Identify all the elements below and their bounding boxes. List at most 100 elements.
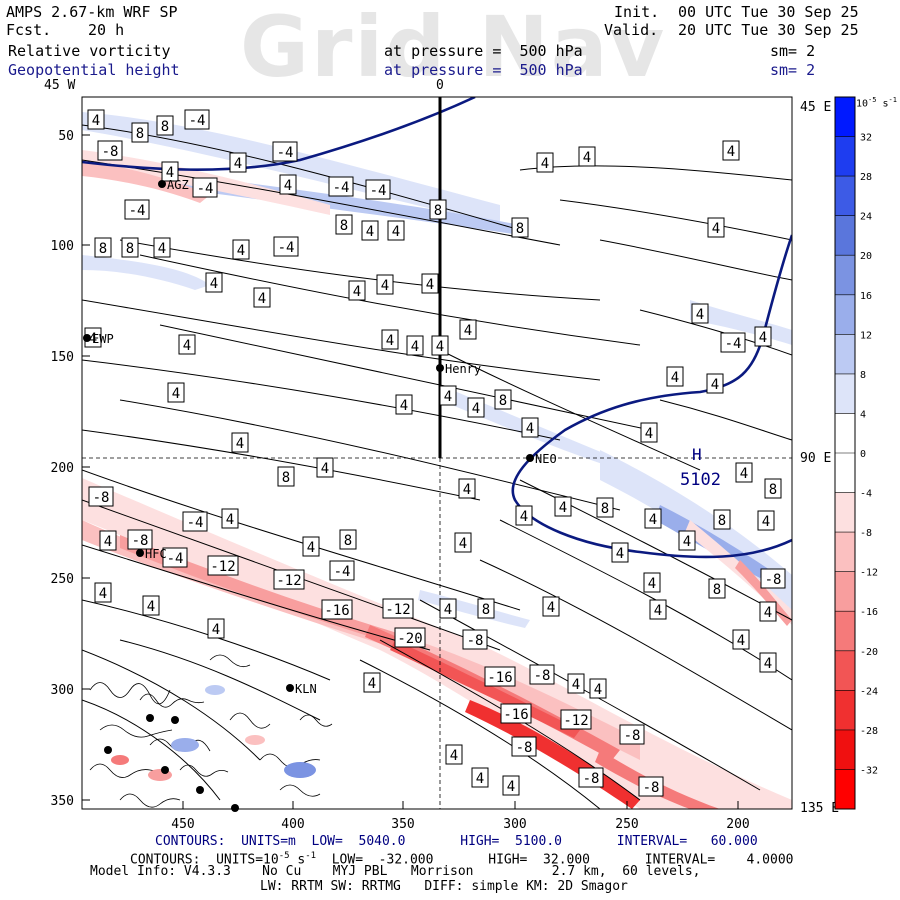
- svg-text:4: 4: [712, 221, 720, 237]
- contour-value-label: -4: [182, 511, 208, 532]
- svg-text:-4: -4: [167, 551, 184, 567]
- vorticity-shading: [82, 112, 792, 809]
- field1-name: Relative vorticity: [8, 42, 171, 60]
- colorbar-level: 8: [860, 370, 866, 381]
- contour-value-label: -8: [511, 736, 537, 757]
- svg-text:4: 4: [654, 603, 662, 619]
- colorbar-level: -32: [860, 765, 878, 776]
- footer-vorticity-contours: CONTOURS: UNITS=10-5 s-1 LOW= -32.000 HI…: [130, 849, 794, 867]
- svg-text:-8: -8: [132, 533, 149, 549]
- colorbar-level: 0: [860, 449, 866, 460]
- contour-value-label: 4: [578, 146, 596, 167]
- footer-vort-units: CONTOURS: UNITS=10: [130, 852, 279, 868]
- svg-text:4: 4: [392, 224, 400, 240]
- svg-text:-4: -4: [129, 203, 146, 219]
- contour-value-label: -8: [97, 140, 123, 161]
- svg-text:4: 4: [147, 599, 155, 615]
- svg-text:4: 4: [400, 398, 408, 414]
- svg-text:4: 4: [671, 370, 679, 386]
- y-tick-label: 250: [51, 572, 74, 587]
- svg-text:4: 4: [559, 500, 567, 516]
- station-kln: KLN: [286, 682, 317, 696]
- svg-text:4: 4: [237, 243, 245, 259]
- contour-value-label: 4: [521, 417, 539, 438]
- svg-text:4: 4: [616, 546, 624, 562]
- svg-text:-4: -4: [334, 564, 351, 580]
- forecast-label: Fcst.: [6, 21, 52, 39]
- colorbar-level: -28: [860, 726, 878, 737]
- svg-text:4: 4: [426, 277, 434, 293]
- contour-value-label: 4: [431, 335, 449, 356]
- y-tick-label: 350: [51, 794, 74, 809]
- contour-value-label: -8: [88, 486, 114, 507]
- contour-value-label: 4: [567, 673, 585, 694]
- footer-vort-s: s: [289, 852, 306, 868]
- contour-value-label: 4: [439, 385, 457, 406]
- svg-text:4: 4: [583, 150, 591, 166]
- colorbar-level: -20: [860, 647, 878, 658]
- contour-value-label: 4: [142, 595, 160, 616]
- svg-text:8: 8: [126, 241, 134, 257]
- svg-text:4: 4: [450, 748, 458, 764]
- x-tick-label: 400: [281, 817, 304, 832]
- svg-text:8: 8: [282, 470, 290, 486]
- svg-text:4: 4: [386, 333, 394, 349]
- svg-text:4: 4: [92, 113, 100, 129]
- contour-value-label: -8: [760, 568, 786, 589]
- colorbar-level: -24: [860, 686, 878, 697]
- colorbar-swatch: [835, 176, 855, 216]
- plot-frame: [81, 96, 793, 810]
- svg-text:-20: -20: [397, 631, 422, 647]
- contour-value-label: 8: [94, 237, 112, 258]
- svg-text:4: 4: [158, 241, 166, 257]
- contour-value-label: 4: [759, 601, 777, 622]
- svg-text:4: 4: [472, 401, 480, 417]
- contour-value-label: 8: [156, 115, 174, 136]
- contour-value-label: 4: [759, 652, 777, 673]
- svg-text:-8: -8: [516, 740, 533, 756]
- contour-value-label: 8: [339, 529, 357, 550]
- svg-text:8: 8: [499, 393, 507, 409]
- contour-value-label: 4: [316, 457, 334, 478]
- svg-text:8: 8: [434, 203, 442, 219]
- contour-value-label: -8: [578, 767, 604, 788]
- svg-text:4: 4: [520, 509, 528, 525]
- colorbar-swatch: [835, 611, 855, 651]
- contour-value-label: 4: [99, 530, 117, 551]
- high-pressure-marker: H: [692, 445, 702, 464]
- svg-text:4: 4: [411, 339, 419, 355]
- valid-value: 20 UTC Tue 30 Sep 25: [678, 21, 859, 39]
- svg-text:8: 8: [99, 241, 107, 257]
- colorbar-swatch: [835, 334, 855, 374]
- contour-value-label: -4: [124, 199, 150, 220]
- svg-text:HFC: HFC: [145, 547, 167, 561]
- svg-text:4: 4: [172, 386, 180, 402]
- station-ewp: EWP: [83, 332, 114, 346]
- svg-text:-4: -4: [370, 183, 387, 199]
- svg-text:4: 4: [764, 605, 772, 621]
- svg-text:-8: -8: [102, 144, 119, 160]
- contour-value-label: -12: [273, 569, 305, 590]
- contour-value-label: 4: [178, 334, 196, 355]
- contour-value-label: 4: [643, 572, 661, 593]
- svg-text:-8: -8: [765, 572, 782, 588]
- contour-value-label: 4: [421, 273, 439, 294]
- svg-text:-4: -4: [277, 145, 294, 161]
- x-tick-label: 250: [615, 817, 638, 832]
- contour-value-label: 4: [363, 672, 381, 693]
- svg-text:4: 4: [464, 323, 472, 339]
- colorbar-swatch: [835, 492, 855, 533]
- svg-text:4: 4: [212, 622, 220, 638]
- contour-value-label: -12: [382, 598, 414, 619]
- contour-value-label: -12: [207, 555, 239, 576]
- field1-level: at pressure = 500 hPa: [384, 42, 583, 60]
- colorbar: 32 28 24 20 16 12 8 4 0 -4 -8 -12 -16 -20 -24 -28 -32: [834, 96, 878, 810]
- contour-value-label: 4: [231, 432, 249, 453]
- contour-value-label: 4: [232, 239, 250, 260]
- svg-text:4: 4: [284, 178, 292, 194]
- svg-text:4: 4: [463, 482, 471, 498]
- svg-text:8: 8: [482, 602, 490, 618]
- contour-value-label: 4: [536, 152, 554, 173]
- colorbar-swatch: [835, 215, 855, 256]
